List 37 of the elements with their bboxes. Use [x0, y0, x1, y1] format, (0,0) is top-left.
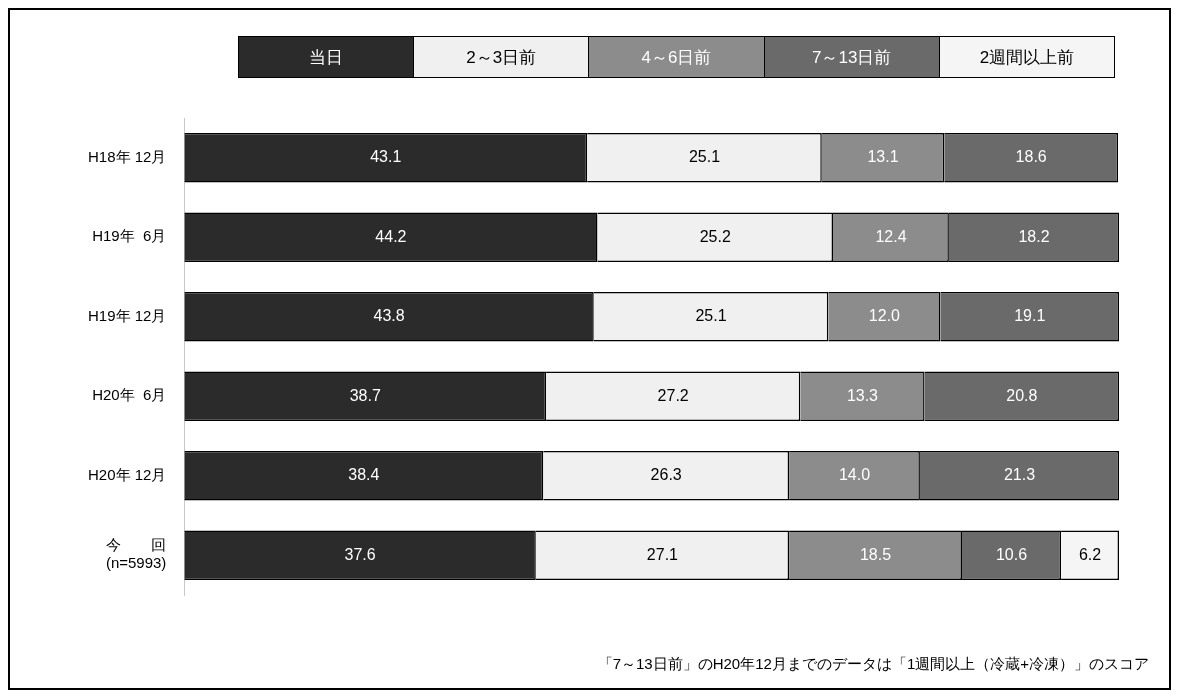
- text: 2週間以上前: [938, 37, 1115, 77]
- text: 「7～13日前」のH20年12月までのデータは「1週間以上（冷蔵+冷凍）」のスコア: [597, 655, 1149, 674]
- text: 4～6日前: [588, 37, 764, 77]
- data-label: 18.5: [859, 545, 892, 563]
- data-label: 18.2: [1018, 227, 1050, 245]
- y-tick-label: 今 回 (n=5993): [105, 536, 167, 572]
- data-label: 10.6: [995, 545, 1028, 563]
- data-label: 25.1: [695, 307, 727, 325]
- y-tick-label: H19年 6月: [92, 227, 167, 245]
- text: 当日: [239, 37, 414, 77]
- data-label: 21.3: [1003, 466, 1036, 484]
- data-label: 44.2: [375, 227, 407, 245]
- data-label: 20.8: [1006, 386, 1038, 404]
- data-label: 25.2: [699, 227, 731, 245]
- data-label: 43.8: [373, 307, 405, 325]
- data-label: 6.2: [1078, 545, 1102, 563]
- y-tick-label: H20年 6月: [92, 386, 167, 404]
- data-label: 12.4: [875, 227, 907, 245]
- text: 2～3日前: [413, 37, 589, 77]
- data-label: 12.0: [868, 307, 901, 325]
- data-label: 25.1: [688, 148, 721, 166]
- data-label: 38.7: [349, 386, 381, 404]
- data-label: 37.6: [344, 545, 376, 563]
- data-label: 18.6: [1015, 148, 1047, 166]
- data-label: 13.1: [867, 148, 899, 166]
- data-label: 26.3: [650, 466, 682, 484]
- data-label: 27.1: [646, 545, 679, 563]
- data-label: 13.3: [846, 386, 879, 404]
- y-tick-label: H19年 12月: [87, 306, 167, 324]
- text: 7～13日前: [763, 37, 939, 77]
- data-label: 38.4: [348, 466, 380, 484]
- data-label: 27.2: [657, 386, 689, 404]
- y-tick-label: H20年 12月: [87, 465, 167, 483]
- y-tick-label: H18年 12月: [87, 147, 167, 165]
- data-label: 14.0: [838, 466, 871, 484]
- data-label: 19.1: [1014, 307, 1046, 325]
- data-label: 43.1: [370, 148, 402, 166]
